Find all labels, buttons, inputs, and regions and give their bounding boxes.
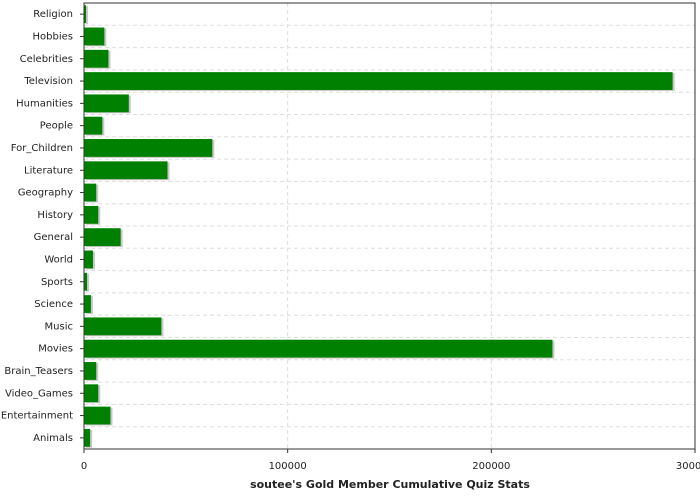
- bar: [84, 295, 91, 313]
- y-tick-label: Movies: [38, 344, 73, 355]
- y-tick-label: Religion: [33, 9, 73, 20]
- bar: [84, 362, 97, 380]
- y-tick-label: For_Children: [11, 143, 73, 154]
- bar: [84, 406, 111, 425]
- bar: [84, 72, 673, 90]
- bar: [84, 428, 91, 447]
- bar: [84, 384, 99, 403]
- y-tick-label: Science: [34, 299, 73, 310]
- bar: [84, 205, 99, 224]
- y-tick-label: Humanities: [16, 98, 73, 109]
- x-tick-label: 100000: [269, 461, 307, 472]
- y-tick-label: Sports: [41, 277, 73, 288]
- y-tick-label: Entertainment: [1, 411, 73, 422]
- y-tick-label: Geography: [18, 188, 73, 199]
- x-tick-label: 0: [81, 461, 87, 472]
- y-tick-label: Literature: [24, 165, 73, 176]
- bar-shadow: [86, 6, 89, 25]
- bar: [84, 116, 103, 135]
- bar: [84, 139, 213, 157]
- plot-frame: [83, 2, 696, 450]
- bar: [84, 228, 121, 247]
- y-tick-label: Television: [23, 76, 73, 87]
- bar: [84, 94, 129, 113]
- bar: [84, 161, 168, 180]
- bar: [84, 183, 97, 202]
- bar: [84, 250, 93, 269]
- y-tick-label: History: [37, 210, 73, 221]
- y-tick-label: World: [44, 254, 73, 265]
- x-tick-label: 200000: [472, 461, 510, 472]
- y-tick-label: General: [34, 232, 73, 243]
- x-tick-label: 300000: [676, 461, 700, 472]
- bar: [84, 27, 105, 46]
- y-tick-label: Brain_Teasers: [4, 366, 73, 377]
- bar: [84, 272, 88, 291]
- y-tick-label: Hobbies: [33, 31, 73, 42]
- bar: [84, 317, 162, 336]
- y-tick-label: Video_Games: [5, 388, 73, 399]
- y-tick-label: Music: [45, 321, 73, 332]
- bar: [84, 339, 553, 358]
- bars: [84, 5, 675, 448]
- bar: [84, 49, 109, 68]
- y-tick-label: People: [40, 121, 73, 132]
- bar-shadow: [86, 273, 90, 292]
- y-tick-label: Celebrities: [20, 54, 73, 65]
- bar: [84, 5, 87, 24]
- y-tick-label: Animals: [33, 433, 73, 444]
- x-axis-label: soutee's Gold Member Cumulative Quiz Sta…: [250, 478, 530, 491]
